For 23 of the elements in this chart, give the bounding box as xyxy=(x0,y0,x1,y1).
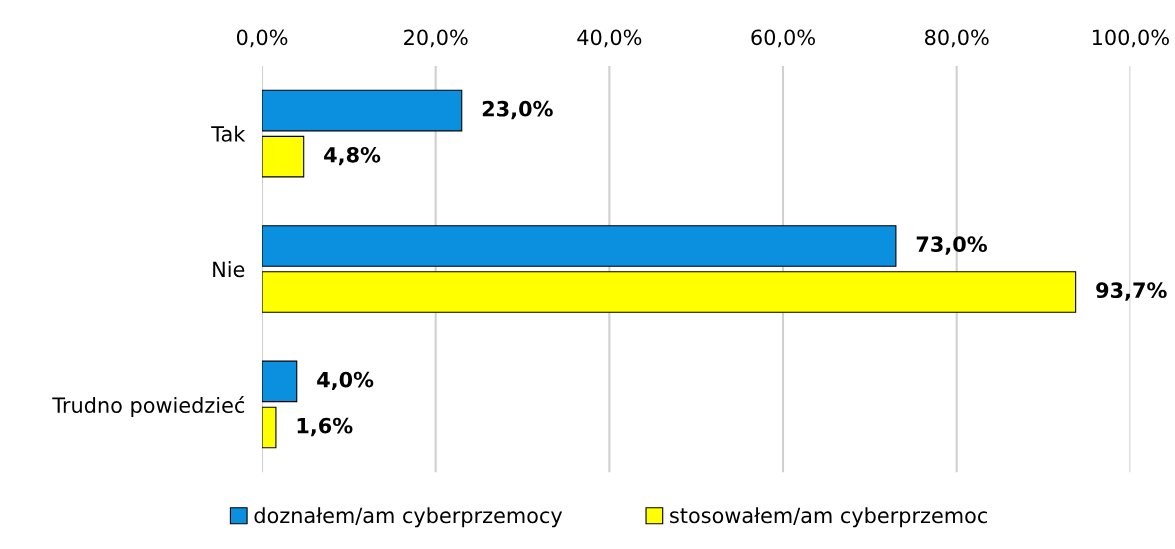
legend-label: stosowałem/am cyberprzemoc xyxy=(670,507,987,528)
x-tick-label: 100,0% xyxy=(1092,29,1169,48)
y-tick-label: Trudno powiedzieć xyxy=(52,396,245,418)
data-label: 23,0% xyxy=(482,100,553,120)
y-tick-label: Tak xyxy=(211,125,246,142)
data-label: 4,0% xyxy=(317,371,374,391)
data-label: 93,7% xyxy=(1096,282,1167,301)
y-tick-label: Nie xyxy=(213,261,245,278)
data-label: 4,8% xyxy=(324,146,381,166)
x-tick-label: 20,0% xyxy=(404,29,468,48)
bar xyxy=(262,406,277,449)
x-tick-label: 0,0% xyxy=(236,29,288,48)
bar xyxy=(262,89,463,132)
x-tick-label: 40,0% xyxy=(577,29,642,48)
x-tick-label: 80,0% xyxy=(925,29,989,48)
bar xyxy=(262,135,305,178)
data-label: 73,0% xyxy=(916,236,987,255)
bar xyxy=(262,225,897,267)
x-tick-label: 60,0% xyxy=(751,29,815,48)
data-label: 1,6% xyxy=(297,417,353,437)
bar xyxy=(262,271,1077,313)
legend-label: doznałem/am cyberprzemocy xyxy=(254,507,563,528)
bar xyxy=(262,360,298,403)
